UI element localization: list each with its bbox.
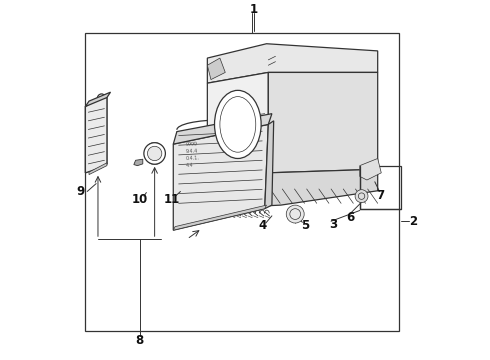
Polygon shape <box>360 158 381 180</box>
Polygon shape <box>207 58 225 80</box>
Text: 11: 11 <box>163 193 180 206</box>
Bar <box>85 33 399 330</box>
Polygon shape <box>207 169 378 209</box>
Text: 6: 6 <box>346 211 355 224</box>
Polygon shape <box>89 163 107 175</box>
Polygon shape <box>173 125 269 230</box>
Polygon shape <box>207 72 269 187</box>
Polygon shape <box>265 121 274 209</box>
Polygon shape <box>173 114 272 144</box>
Polygon shape <box>85 92 111 107</box>
Text: 4.4: 4.4 <box>186 163 194 168</box>
Text: 2: 2 <box>410 215 417 228</box>
Text: 5: 5 <box>301 219 309 233</box>
Polygon shape <box>85 98 107 173</box>
Ellipse shape <box>215 90 261 158</box>
Polygon shape <box>269 72 378 173</box>
Polygon shape <box>85 98 107 173</box>
Text: 3: 3 <box>329 218 337 231</box>
Circle shape <box>286 205 304 223</box>
Circle shape <box>144 143 166 164</box>
Text: 7: 7 <box>376 189 385 202</box>
Text: 4: 4 <box>258 219 267 233</box>
Text: 9.4.4: 9.4.4 <box>186 149 198 154</box>
Polygon shape <box>134 159 143 166</box>
Text: 0.4.1.: 0.4.1. <box>186 156 200 161</box>
Polygon shape <box>229 209 234 216</box>
Polygon shape <box>207 44 378 83</box>
Text: 10: 10 <box>132 193 148 206</box>
Polygon shape <box>173 205 267 230</box>
Circle shape <box>147 146 162 161</box>
Text: 9: 9 <box>76 185 84 198</box>
Text: 1: 1 <box>250 3 258 16</box>
Text: 8: 8 <box>135 334 144 347</box>
Text: 9999: 9999 <box>186 141 198 147</box>
Circle shape <box>355 190 368 203</box>
